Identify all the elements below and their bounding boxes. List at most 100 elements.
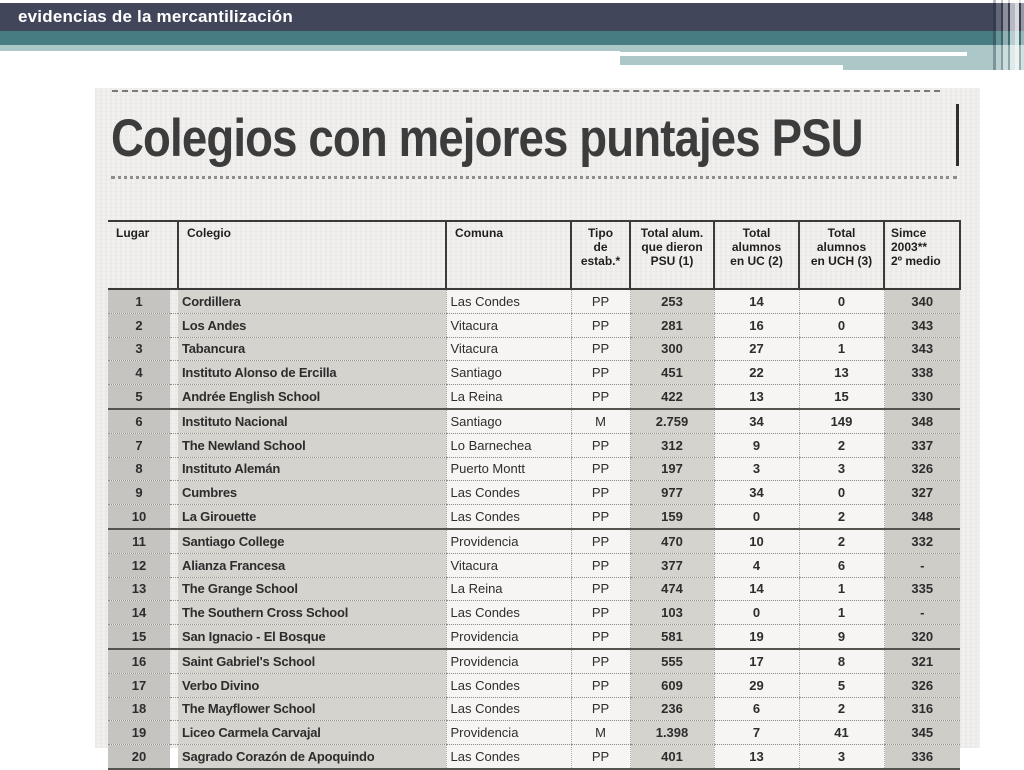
cell-lugar: 9 xyxy=(108,480,170,506)
col-header-uc: Total alumnos en UC (2) xyxy=(714,220,800,290)
cell-gap xyxy=(170,457,178,482)
cell-comuna: Providencia xyxy=(445,528,571,554)
cell-tipo: PP xyxy=(570,457,630,482)
cell-uch: 2 xyxy=(798,697,884,722)
slide-title: evidencias de la mercantilización xyxy=(18,7,293,26)
cell-gap xyxy=(170,624,178,650)
cell-simce: - xyxy=(883,553,960,578)
cell-uch: 8 xyxy=(798,648,884,674)
cell-tipo: PP xyxy=(570,673,630,698)
cell-uc: 14 xyxy=(713,577,799,602)
cell-colegio: Instituto Alemán xyxy=(178,457,446,482)
cell-uc: 0 xyxy=(713,600,799,626)
col-header-tipo: Tipo de estab.* xyxy=(571,220,631,290)
table-row: 10 La Girouette Las Condes PP 159 0 2 348 xyxy=(108,504,960,530)
cell-gap xyxy=(170,408,178,434)
table-row: 4 Instituto Alonso de Ercilla Santiago PP 45… xyxy=(108,360,960,386)
cell-lugar: 4 xyxy=(108,360,170,386)
cell-colegio: Liceo Carmela Carvajal xyxy=(178,720,446,746)
cell-lugar: 16 xyxy=(108,648,170,674)
cell-colegio: Alianza Francesa xyxy=(178,553,446,578)
white-accent-stripe xyxy=(620,52,967,56)
slide-title-bar: evidencias de la mercantilización xyxy=(0,3,1024,31)
cell-simce: 326 xyxy=(883,673,960,698)
cell-lugar: 3 xyxy=(108,337,170,362)
cell-gap xyxy=(170,504,178,530)
cell-colegio: Cordillera xyxy=(178,289,446,314)
cell-colegio: Andrée English School xyxy=(178,384,446,410)
table-row: 19 Liceo Carmela Carvajal Providencia M 1.39… xyxy=(108,720,960,746)
table-row: 7 The Newland School Lo Barnechea PP 312 9 2 33… xyxy=(108,433,960,458)
cell-lugar: 18 xyxy=(108,697,170,722)
cell-comuna: Las Condes xyxy=(445,600,571,626)
cell-lugar: 19 xyxy=(108,720,170,746)
cell-gap xyxy=(170,337,178,362)
table-row: 5 Andrée English School La Reina PP 422 13 15 3… xyxy=(108,384,960,410)
cell-psu: 253 xyxy=(629,289,714,314)
cell-colegio: Tabancura xyxy=(178,337,446,362)
cell-comuna: Las Condes xyxy=(445,504,571,530)
col-header-comuna: Comuna xyxy=(446,220,572,290)
cell-tipo: M xyxy=(570,408,630,434)
cell-comuna: Santiago xyxy=(445,360,571,386)
cell-lugar: 15 xyxy=(108,624,170,650)
cell-uch: 5 xyxy=(798,673,884,698)
cell-lugar: 14 xyxy=(108,600,170,626)
cell-gap xyxy=(170,289,178,314)
table-row: 18 The Mayflower School Las Condes PP 236 6 2 3… xyxy=(108,697,960,722)
table-row: 14 The Southern Cross School Las Condes PP 1… xyxy=(108,600,960,626)
light-teal-bar-tail xyxy=(843,65,1024,70)
cell-psu: 103 xyxy=(629,600,714,626)
col-header-uch: Total alumnos en UCH (3) xyxy=(799,220,885,290)
cell-uc: 29 xyxy=(713,673,799,698)
cell-psu: 312 xyxy=(629,433,714,458)
cell-colegio: Sagrado Corazón de Apoquindo xyxy=(178,744,446,770)
cell-psu: 159 xyxy=(629,504,714,530)
cell-comuna: Las Condes xyxy=(445,289,571,314)
cell-uc: 9 xyxy=(713,433,799,458)
cell-gap xyxy=(170,673,178,698)
cell-uc: 17 xyxy=(713,648,799,674)
cell-tipo: PP xyxy=(570,553,630,578)
cell-simce: 345 xyxy=(883,720,960,746)
cell-comuna: Las Condes xyxy=(445,673,571,698)
cell-tipo: PP xyxy=(570,697,630,722)
cell-comuna: Vitacura xyxy=(445,337,571,362)
table-row: 13 The Grange School La Reina PP 474 14 1 335 xyxy=(108,577,960,602)
cell-tipo: PP xyxy=(570,433,630,458)
cell-tipo: PP xyxy=(570,744,630,770)
cell-uch: 0 xyxy=(798,480,884,506)
cell-simce: 348 xyxy=(883,408,960,434)
cell-colegio: Verbo Divino xyxy=(178,673,446,698)
cell-lugar: 17 xyxy=(108,673,170,698)
cell-uc: 14 xyxy=(713,289,799,314)
cell-simce: 343 xyxy=(883,313,960,338)
cell-comuna: Vitacura xyxy=(445,313,571,338)
cell-simce: 337 xyxy=(883,433,960,458)
table-row: 17 Verbo Divino Las Condes PP 609 29 5 326 xyxy=(108,673,960,698)
psu-ranking-table: Lugar Colegio Comuna Tipo de estab.* Total a… xyxy=(108,220,961,770)
col-header-simce: Simce 2003** 2º medio xyxy=(884,220,961,290)
cell-lugar: 7 xyxy=(108,433,170,458)
cell-tipo: PP xyxy=(570,480,630,506)
newspaper-clipping: Colegios con mejores puntajes PSU Lugar C… xyxy=(95,88,980,770)
cell-comuna: Providencia xyxy=(445,624,571,650)
cell-uch: 6 xyxy=(798,553,884,578)
cell-lugar: 10 xyxy=(108,504,170,530)
table-row: 12 Alianza Francesa Vitacura PP 377 4 6- xyxy=(108,553,960,578)
cell-colegio: Instituto Alonso de Ercilla xyxy=(178,360,446,386)
cell-uc: 4 xyxy=(713,553,799,578)
cell-psu: 2.759 xyxy=(629,408,714,434)
cell-psu: 609 xyxy=(629,673,714,698)
table-row: 2 Los Andes Vitacura PP 281 16 0 343 xyxy=(108,313,960,338)
cell-uc: 7 xyxy=(713,720,799,746)
cell-lugar: 1 xyxy=(108,289,170,314)
cell-comuna: Lo Barnechea xyxy=(445,433,571,458)
corner-stripes-decoration xyxy=(993,0,1024,70)
cell-gap xyxy=(170,744,178,770)
cell-comuna: Las Condes xyxy=(445,744,571,770)
cell-tipo: PP xyxy=(570,337,630,362)
cell-simce: 320 xyxy=(883,624,960,650)
cell-tipo: PP xyxy=(570,289,630,314)
cell-simce: - xyxy=(883,600,960,626)
